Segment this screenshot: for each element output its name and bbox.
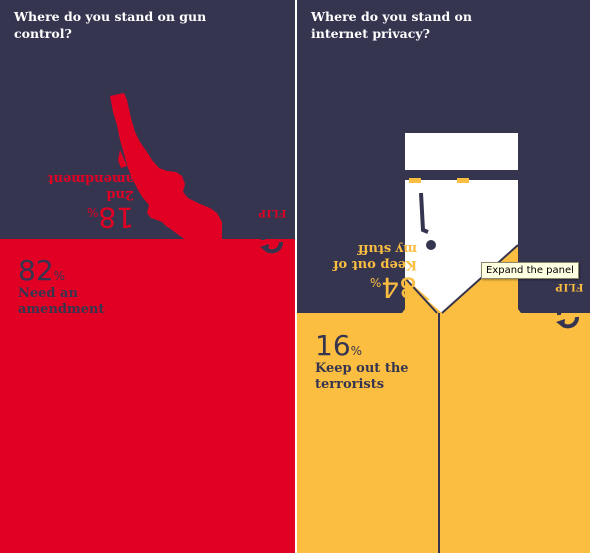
privacy-main-percent-sign: % [350, 344, 363, 358]
privacy-upside-percent: 84 [381, 271, 417, 304]
gun-main-label-2: amendment [18, 302, 105, 317]
privacy-flip-label: FLIP [555, 281, 584, 292]
gun-upside-label-1: 2nd [106, 187, 134, 202]
gun-icon [110, 93, 222, 240]
privacy-upside-percent-sign: % [369, 275, 382, 289]
privacy-upside-stat: 84% Keep out of my stuff [313, 226, 417, 304]
privacy-main-percent: 16 [315, 329, 351, 362]
privacy-upside-label-1: Keep out of [332, 257, 417, 272]
privacy-upside-label-2: my stuff [357, 241, 417, 256]
privacy-main-stat: 16% Keep out the terrorists [315, 331, 409, 393]
expand-panel-tooltip: Expand the panel [481, 262, 579, 279]
gun-fill-area [0, 239, 295, 553]
gun-main-stat: 82% Need an amendment [18, 256, 104, 318]
gun-upside-percent: 18 [98, 201, 134, 234]
gun-upside-label-2: amendment [47, 171, 134, 186]
gun-upside-percent-sign: % [86, 205, 99, 219]
figure-silhouette [297, 133, 590, 553]
gun-control-panel[interactable]: Where do you stand on gun control? 18% 2… [0, 0, 295, 553]
gun-flip-button[interactable] [257, 226, 287, 256]
gun-main-label-1: Need an [18, 286, 78, 301]
gun-main-percent-sign: % [53, 269, 66, 283]
refresh-icon [556, 303, 580, 329]
refresh-icon [260, 228, 284, 254]
gun-main-percent: 82 [18, 254, 54, 287]
privacy-main-label-1: Keep out the [315, 361, 409, 376]
gun-question: Where do you stand on gun control? [14, 9, 207, 41]
privacy-question: Where do you stand on internet privacy? [311, 9, 472, 41]
gun-flip-label: FLIP [258, 207, 287, 218]
privacy-flip-button[interactable] [553, 301, 583, 331]
privacy-main-label-2: terrorists [315, 377, 385, 392]
internet-privacy-panel[interactable]: Where do you stand on internet privacy? … [297, 0, 590, 553]
gun-upside-stat: 18% 2nd amendment [16, 158, 134, 234]
